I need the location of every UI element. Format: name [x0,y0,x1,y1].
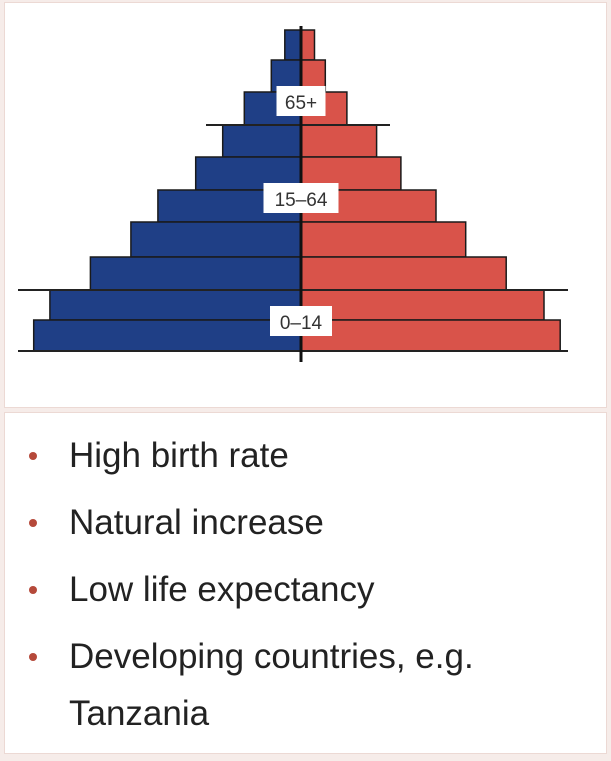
left-bar [221,124,302,158]
left-bar [130,221,302,258]
bullet-text: Low life expectancy [69,570,375,609]
bullet-icon [29,519,37,527]
bullet-text: Natural increase [69,503,324,542]
left-bar [284,29,302,61]
left-bar [32,319,302,352]
right-bar [300,319,561,352]
left-bar [89,256,302,291]
group-label: 65+ [285,93,317,114]
group-label-bg [270,306,332,336]
list-item: Developing countries, e.g. Tanzania [5,628,529,742]
group-label-bg [276,86,326,116]
group-label: 15–64 [275,190,328,211]
right-bar [300,256,507,291]
pyramid-panel: 65+ 15–64 0–14 [4,2,607,408]
right-bar [300,29,316,61]
characteristics-list: High birth rate Natural increase Low lif… [5,427,529,752]
right-bar [300,289,545,321]
left-bar [49,289,302,321]
right-bar [300,124,378,158]
list-item: High birth rate [5,427,529,484]
bullet-text: Developing countries, e.g. Tanzania [69,637,474,733]
characteristics-panel: High birth rate Natural increase Low lif… [4,412,607,754]
group-label: 0–14 [280,313,323,334]
group-label-bg [263,183,339,213]
bullet-text: High birth rate [69,436,289,475]
bullet-icon [29,653,37,661]
population-pyramid-chart: 65+ 15–64 0–14 [18,26,568,362]
right-bar [300,221,467,258]
bullet-icon [29,452,37,460]
bullet-icon [29,586,37,594]
list-item: Natural increase [5,494,529,551]
list-item: Low life expectancy [5,561,529,618]
